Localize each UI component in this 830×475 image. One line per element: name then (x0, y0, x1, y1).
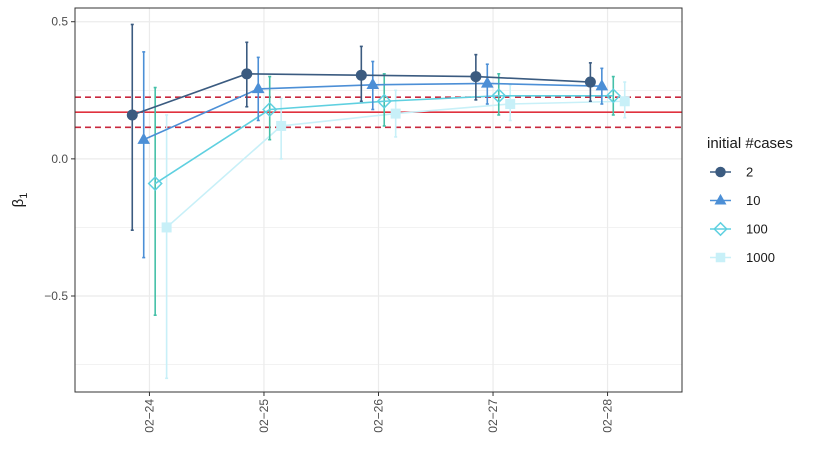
y-axis-title-main: β (10, 198, 27, 207)
series-2 (126, 23, 596, 231)
legend-item-1000: 1000 (710, 250, 775, 265)
legend-key-marker (715, 166, 726, 178)
data-point (251, 81, 265, 94)
x-tick-label: 02−28 (601, 399, 615, 433)
data-point (161, 222, 172, 233)
legend-label: 2 (746, 165, 753, 180)
legend-title: initial #cases (707, 135, 793, 152)
legend: initial #cases 2 10 100 1000 (707, 135, 793, 265)
legend-item-10: 10 (710, 193, 760, 208)
series-100 (147, 73, 621, 317)
data-point (147, 175, 163, 192)
legend-label: 10 (746, 193, 760, 208)
legend-item-2: 2 (710, 165, 753, 180)
y-axis: −0.5 0.0 0.5 (44, 15, 75, 303)
x-tick-label: 02−25 (257, 399, 271, 433)
legend-label: 100 (746, 222, 768, 237)
data-point (262, 101, 278, 118)
grid (75, 8, 682, 392)
y-axis-title: β1 (10, 193, 30, 208)
data-point (276, 120, 287, 131)
data-point (137, 132, 151, 144)
x-axis: 02−24 02−25 02−26 02−27 02−28 (142, 392, 615, 433)
x-tick-label: 02−24 (142, 399, 156, 433)
legend-key-marker (713, 221, 728, 237)
legend-key-marker (714, 193, 727, 205)
legend-label: 1000 (746, 250, 775, 265)
data-point (619, 96, 630, 107)
x-tick-label: 02−26 (372, 399, 386, 433)
legend-item-100: 100 (710, 222, 768, 237)
data-point (390, 108, 401, 119)
y-axis-title-subscript: 1 (18, 193, 30, 199)
data-point (595, 79, 609, 91)
series-layer (126, 23, 630, 380)
reference-lines (75, 96, 682, 129)
data-point (605, 88, 621, 104)
data-point (241, 68, 253, 80)
data-point (481, 76, 494, 88)
x-tick-label: 02−27 (486, 399, 500, 433)
data-point (376, 93, 392, 109)
data-point (505, 99, 516, 109)
data-point (126, 109, 138, 121)
y-tick-label: −0.5 (44, 289, 68, 303)
series-line (154, 94, 614, 185)
data-point (366, 77, 380, 89)
data-point (491, 88, 507, 104)
y-tick-label: 0.5 (51, 15, 68, 29)
y-tick-label: 0.0 (51, 152, 68, 166)
series-10 (137, 51, 609, 259)
series-1000 (161, 81, 630, 380)
data-point (584, 76, 596, 88)
y-axis-title-text: β1 (10, 193, 30, 208)
data-point (355, 69, 367, 81)
legend-key-marker (715, 252, 726, 263)
data-point (470, 71, 482, 83)
